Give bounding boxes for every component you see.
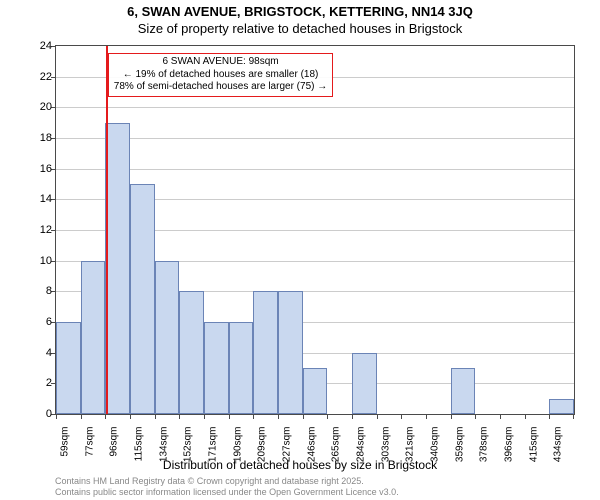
annotation-line: ← 19% of detached houses are smaller (18…: [114, 69, 327, 82]
y-tick-label: 10: [22, 255, 52, 267]
histogram-bar: [155, 261, 180, 414]
x-tick-mark: [179, 414, 180, 419]
x-tick-label: 284sqm: [356, 427, 367, 467]
histogram-bar: [81, 261, 106, 414]
x-tick-mark: [451, 414, 452, 419]
x-tick-label: 115sqm: [134, 427, 145, 467]
x-tick-label: 434sqm: [553, 427, 564, 467]
histogram-bar: [105, 123, 130, 414]
histogram-bar: [229, 322, 254, 414]
x-tick-mark: [81, 414, 82, 419]
x-tick-label: 171sqm: [208, 427, 219, 467]
y-tick-label: 16: [22, 163, 52, 175]
x-tick-mark: [130, 414, 131, 419]
x-tick-label: 209sqm: [257, 427, 268, 467]
histogram-bar: [303, 368, 328, 414]
x-tick-label: 396sqm: [504, 427, 515, 467]
annotation-line: 78% of semi-detached houses are larger (…: [114, 81, 327, 94]
x-tick-label: 190sqm: [232, 427, 243, 467]
x-tick-mark: [377, 414, 378, 419]
x-tick-mark: [155, 414, 156, 419]
x-tick-mark: [525, 414, 526, 419]
y-tick-label: 22: [22, 71, 52, 83]
gridline: [56, 138, 574, 139]
x-tick-label: 321sqm: [405, 427, 416, 467]
x-tick-mark: [426, 414, 427, 419]
plot-area: 6 SWAN AVENUE: 98sqm← 19% of detached ho…: [55, 45, 575, 415]
chart-title-main: 6, SWAN AVENUE, BRIGSTOCK, KETTERING, NN…: [0, 4, 600, 19]
x-tick-label: 134sqm: [158, 427, 169, 467]
x-tick-mark: [401, 414, 402, 419]
x-tick-label: 59sqm: [60, 427, 71, 467]
attribution-line2: Contains public sector information licen…: [55, 487, 399, 498]
x-tick-mark: [352, 414, 353, 419]
x-tick-mark: [327, 414, 328, 419]
y-tick-label: 8: [22, 285, 52, 297]
x-tick-mark: [500, 414, 501, 419]
x-tick-mark: [475, 414, 476, 419]
histogram-bar: [278, 291, 303, 414]
chart-title-sub: Size of property relative to detached ho…: [0, 21, 600, 36]
y-tick-label: 2: [22, 377, 52, 389]
annotation-line: 6 SWAN AVENUE: 98sqm: [114, 56, 327, 69]
y-tick-label: 14: [22, 193, 52, 205]
x-tick-label: 303sqm: [380, 427, 391, 467]
x-tick-label: 96sqm: [109, 427, 120, 467]
y-tick-label: 0: [22, 408, 52, 420]
histogram-bar: [179, 291, 204, 414]
x-tick-mark: [105, 414, 106, 419]
y-tick-label: 20: [22, 101, 52, 113]
attribution-text: Contains HM Land Registry data © Crown c…: [55, 476, 399, 498]
y-tick-label: 24: [22, 40, 52, 52]
x-tick-mark: [229, 414, 230, 419]
y-tick-label: 12: [22, 224, 52, 236]
y-tick-label: 6: [22, 316, 52, 328]
annotation-box: 6 SWAN AVENUE: 98sqm← 19% of detached ho…: [108, 53, 333, 97]
x-tick-label: 227sqm: [282, 427, 293, 467]
x-tick-label: 77sqm: [84, 427, 95, 467]
attribution-line1: Contains HM Land Registry data © Crown c…: [55, 476, 399, 487]
histogram-bar: [56, 322, 81, 414]
x-tick-label: 415sqm: [528, 427, 539, 467]
reference-line: [106, 46, 108, 414]
x-tick-label: 152sqm: [183, 427, 194, 467]
x-tick-mark: [573, 414, 574, 419]
y-tick-label: 18: [22, 132, 52, 144]
x-tick-mark: [549, 414, 550, 419]
gridline: [56, 169, 574, 170]
x-tick-label: 246sqm: [306, 427, 317, 467]
histogram-bar: [451, 368, 476, 414]
histogram-bar: [549, 399, 574, 414]
x-tick-mark: [204, 414, 205, 419]
x-tick-label: 265sqm: [331, 427, 342, 467]
histogram-bar: [204, 322, 229, 414]
x-tick-label: 359sqm: [454, 427, 465, 467]
x-tick-mark: [56, 414, 57, 419]
x-tick-mark: [303, 414, 304, 419]
chart-container: 6, SWAN AVENUE, BRIGSTOCK, KETTERING, NN…: [0, 0, 600, 500]
x-tick-mark: [278, 414, 279, 419]
histogram-bar: [130, 184, 155, 414]
y-tick-label: 4: [22, 347, 52, 359]
histogram-bar: [253, 291, 278, 414]
x-tick-mark: [253, 414, 254, 419]
gridline: [56, 107, 574, 108]
x-tick-label: 340sqm: [430, 427, 441, 467]
x-tick-label: 378sqm: [479, 427, 490, 467]
histogram-bar: [352, 353, 377, 414]
